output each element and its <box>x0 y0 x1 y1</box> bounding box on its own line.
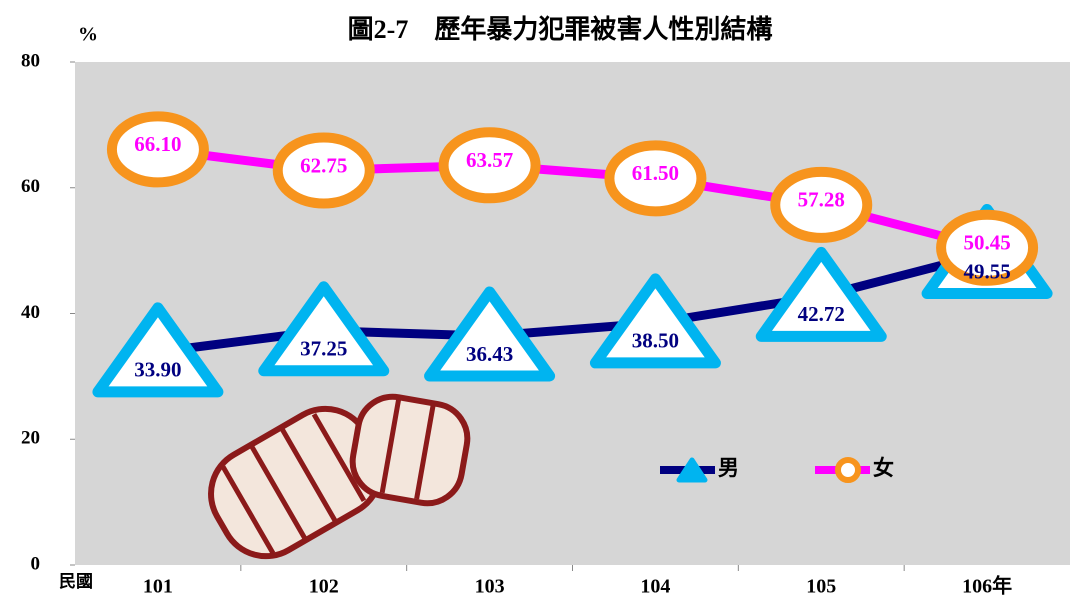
x-tick-label: 101 <box>143 576 173 598</box>
x-tick-label: 105 <box>806 576 836 598</box>
x-tick-label: 104 <box>640 576 670 598</box>
legend-marker <box>835 457 861 483</box>
data-label: 50.45 <box>963 231 1010 255</box>
data-label: 49.55 <box>963 259 1010 283</box>
y-axis-label: % <box>78 24 98 46</box>
legend-marker <box>676 457 708 483</box>
data-label: 62.75 <box>300 153 347 177</box>
fist-illustration <box>208 393 471 560</box>
data-point <box>755 246 887 342</box>
x-tick-label: 102 <box>309 576 339 598</box>
y-tick-label: 60 <box>21 176 40 197</box>
y-tick-label: 80 <box>21 50 40 71</box>
data-point <box>936 209 1039 286</box>
y-tick-label: 0 <box>31 553 41 574</box>
data-point <box>589 273 721 369</box>
data-label: 42.72 <box>798 302 845 326</box>
data-label: 63.57 <box>466 148 513 172</box>
data-point <box>438 127 541 204</box>
legend-label: 男 <box>718 456 739 480</box>
data-label: 36.43 <box>466 342 513 366</box>
y-tick-label: 40 <box>21 302 40 323</box>
data-point <box>258 281 390 377</box>
data-label: 33.90 <box>134 358 181 382</box>
data-label: 66.10 <box>134 132 181 156</box>
data-point <box>604 140 707 217</box>
x-tick-label: 103 <box>475 576 505 598</box>
legend-label: 女 <box>873 456 894 480</box>
y-tick-label: 20 <box>21 428 40 449</box>
data-label: 61.50 <box>632 161 679 185</box>
x-tick-label: 106年 <box>962 574 1012 598</box>
data-label: 38.50 <box>632 329 679 353</box>
chart-title: 圖2-7 歷年暴力犯罪被害人性別結構 <box>348 14 773 44</box>
x-axis-label: 民國 <box>59 572 93 591</box>
data-point <box>424 286 556 382</box>
data-label: 37.25 <box>300 337 347 361</box>
data-point <box>770 166 873 243</box>
data-point <box>106 111 209 188</box>
data-point <box>272 132 375 209</box>
data-label: 57.28 <box>798 188 845 212</box>
data-point <box>92 302 224 398</box>
